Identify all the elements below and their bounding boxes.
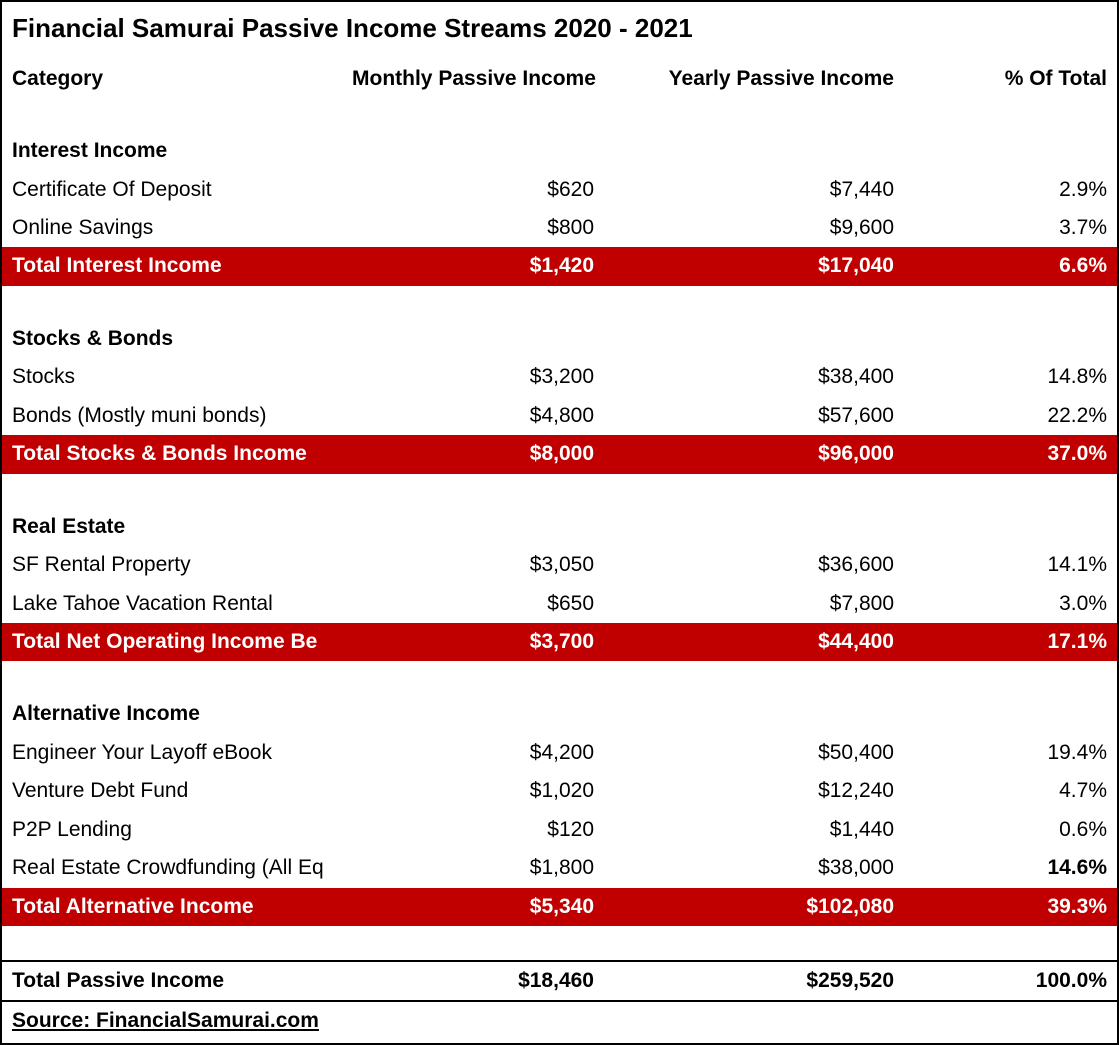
row-yearly: $38,000	[602, 849, 902, 887]
section-total-row: Total Net Operating Income Be$3,700$44,4…	[2, 623, 1117, 661]
section-heading-row: Real Estate	[2, 508, 1117, 546]
source-text: Source: FinancialSamurai.com	[2, 1001, 1117, 1042]
table-row: SF Rental Property$3,050$36,60014.1%	[2, 546, 1117, 584]
col-header-monthly: Monthly Passive Income	[342, 50, 602, 98]
section-heading-row: Alternative Income	[2, 695, 1117, 733]
section-total-yearly: $44,400	[602, 623, 902, 661]
row-label: Bonds (Mostly muni bonds)	[2, 397, 342, 435]
section-total-pct: 6.6%	[902, 247, 1117, 285]
row-yearly: $1,440	[602, 811, 902, 849]
section-total-monthly: $5,340	[342, 888, 602, 926]
grand-total-row: Total Passive Income$18,460$259,520100.0…	[2, 961, 1117, 1001]
row-yearly: $50,400	[602, 734, 902, 772]
section-total-row: Total Interest Income$1,420$17,0406.6%	[2, 247, 1117, 285]
section-total-pct: 39.3%	[902, 888, 1117, 926]
title-row: Financial Samurai Passive Income Streams…	[2, 2, 1117, 50]
table-row: Online Savings$800$9,6003.7%	[2, 209, 1117, 247]
row-pct: 0.6%	[902, 811, 1117, 849]
row-label: Venture Debt Fund	[2, 772, 342, 810]
row-label: Online Savings	[2, 209, 342, 247]
income-table: Financial Samurai Passive Income Streams…	[2, 2, 1117, 1043]
row-monthly: $120	[342, 811, 602, 849]
section-total-label: Total Interest Income	[2, 247, 342, 285]
row-yearly: $9,600	[602, 209, 902, 247]
row-monthly: $1,020	[342, 772, 602, 810]
row-pct: 3.0%	[902, 585, 1117, 623]
row-monthly: $650	[342, 585, 602, 623]
section-total-yearly: $96,000	[602, 435, 902, 473]
row-pct: 14.1%	[902, 546, 1117, 584]
section-total-pct: 17.1%	[902, 623, 1117, 661]
section-heading-row: Stocks & Bonds	[2, 320, 1117, 358]
table-row: Venture Debt Fund$1,020$12,2404.7%	[2, 772, 1117, 810]
row-yearly: $38,400	[602, 358, 902, 396]
section-total-label: Total Alternative Income	[2, 888, 342, 926]
spacer-row	[2, 98, 1117, 132]
table-row: Lake Tahoe Vacation Rental$650$7,8003.0%	[2, 585, 1117, 623]
row-monthly: $620	[342, 171, 602, 209]
table-row: Stocks$3,200$38,40014.8%	[2, 358, 1117, 396]
table-row: Bonds (Mostly muni bonds)$4,800$57,60022…	[2, 397, 1117, 435]
table-row: Real Estate Crowdfunding (All Eq$1,800$3…	[2, 849, 1117, 887]
section-total-row: Total Alternative Income$5,340$102,08039…	[2, 888, 1117, 926]
section-heading: Stocks & Bonds	[2, 320, 1117, 358]
page-title: Financial Samurai Passive Income Streams…	[2, 2, 1117, 50]
section-heading-row: Interest Income	[2, 132, 1117, 170]
row-label: Engineer Your Layoff eBook	[2, 734, 342, 772]
spacer-row	[2, 661, 1117, 695]
section-heading: Interest Income	[2, 132, 1117, 170]
source-row: Source: FinancialSamurai.com	[2, 1001, 1117, 1042]
section-total-label: Total Stocks & Bonds Income	[2, 435, 342, 473]
grand-total-label: Total Passive Income	[2, 961, 342, 1001]
section-total-label: Total Net Operating Income Be	[2, 623, 342, 661]
section-total-monthly: $1,420	[342, 247, 602, 285]
section-total-yearly: $102,080	[602, 888, 902, 926]
table-row: Engineer Your Layoff eBook$4,200$50,4001…	[2, 734, 1117, 772]
spacer-row	[2, 474, 1117, 508]
row-pct: 2.9%	[902, 171, 1117, 209]
section-total-yearly: $17,040	[602, 247, 902, 285]
row-yearly: $7,440	[602, 171, 902, 209]
row-pct: 4.7%	[902, 772, 1117, 810]
section-heading: Alternative Income	[2, 695, 1117, 733]
row-yearly: $36,600	[602, 546, 902, 584]
row-pct: 19.4%	[902, 734, 1117, 772]
row-label: P2P Lending	[2, 811, 342, 849]
row-yearly: $57,600	[602, 397, 902, 435]
row-yearly: $12,240	[602, 772, 902, 810]
section-total-row: Total Stocks & Bonds Income$8,000$96,000…	[2, 435, 1117, 473]
col-header-category: Category	[2, 50, 342, 98]
row-pct: 14.8%	[902, 358, 1117, 396]
spacer-row	[2, 926, 1117, 961]
section-total-monthly: $8,000	[342, 435, 602, 473]
section-total-monthly: $3,700	[342, 623, 602, 661]
row-monthly: $1,800	[342, 849, 602, 887]
col-header-yearly: Yearly Passive Income	[602, 50, 902, 98]
table-row: P2P Lending$120$1,4400.6%	[2, 811, 1117, 849]
row-monthly: $800	[342, 209, 602, 247]
grand-total-yearly: $259,520	[602, 961, 902, 1001]
row-monthly: $3,200	[342, 358, 602, 396]
grand-total-pct: 100.0%	[902, 961, 1117, 1001]
section-heading: Real Estate	[2, 508, 1117, 546]
row-pct: 22.2%	[902, 397, 1117, 435]
section-total-pct: 37.0%	[902, 435, 1117, 473]
row-label: Lake Tahoe Vacation Rental	[2, 585, 342, 623]
spacer-row	[2, 286, 1117, 320]
grand-total-monthly: $18,460	[342, 961, 602, 1001]
row-monthly: $3,050	[342, 546, 602, 584]
row-label: Certificate Of Deposit	[2, 171, 342, 209]
col-header-pct: % Of Total	[902, 50, 1117, 98]
row-label: SF Rental Property	[2, 546, 342, 584]
row-yearly: $7,800	[602, 585, 902, 623]
row-monthly: $4,200	[342, 734, 602, 772]
row-monthly: $4,800	[342, 397, 602, 435]
row-label: Real Estate Crowdfunding (All Eq	[2, 849, 342, 887]
row-pct: 14.6%	[902, 849, 1117, 887]
table-row: Certificate Of Deposit$620$7,4402.9%	[2, 171, 1117, 209]
row-label: Stocks	[2, 358, 342, 396]
income-table-container: Financial Samurai Passive Income Streams…	[0, 0, 1119, 1045]
row-pct: 3.7%	[902, 209, 1117, 247]
column-header-row: CategoryMonthly Passive IncomeYearly Pas…	[2, 50, 1117, 98]
